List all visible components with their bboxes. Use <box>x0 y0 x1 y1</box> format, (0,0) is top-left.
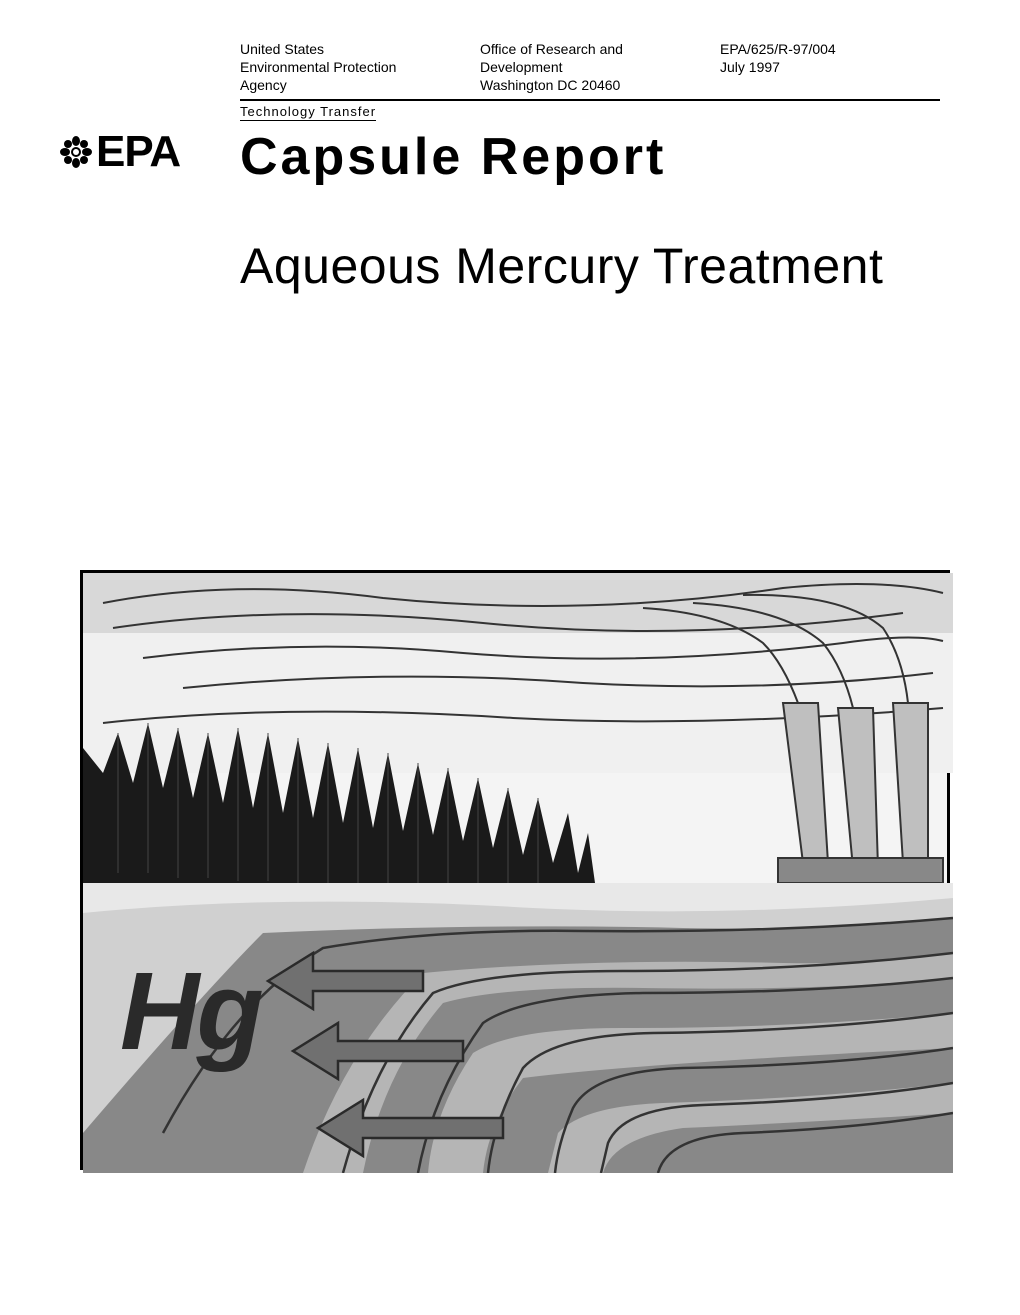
smokestacks-icon <box>778 703 943 883</box>
epa-logo-text: EPA <box>96 127 180 177</box>
header-block: United States Environmental Protection A… <box>240 40 950 95</box>
header-line: Development <box>480 58 670 76</box>
illustration-frame <box>80 570 950 1170</box>
report-subtitle: Aqueous Mercury Treatment <box>240 237 950 295</box>
header-col-office: Office of Research and Development Washi… <box>480 40 670 95</box>
header-line: July 1997 <box>720 58 880 76</box>
document-page: United States Environmental Protection A… <box>0 0 1020 1315</box>
report-title: Capsule Report <box>240 127 666 187</box>
header-line: Agency <box>240 76 430 94</box>
epa-flower-icon <box>60 136 92 168</box>
epa-logo: EPA <box>60 127 220 177</box>
header-line: Washington DC 20460 <box>480 76 670 94</box>
header-rule <box>240 99 940 101</box>
header-col-agency: United States Environmental Protection A… <box>240 40 430 95</box>
tech-transfer-label: Technology Transfer <box>240 104 376 121</box>
cover-illustration: Hg <box>80 570 950 1170</box>
illustration-svg <box>83 573 953 1173</box>
header-line: EPA/625/R-97/004 <box>720 40 880 58</box>
hg-symbol: Hg <box>120 948 261 1075</box>
header-line: United States <box>240 40 430 58</box>
title-row: EPA Capsule Report <box>60 127 950 187</box>
header-line: Office of Research and <box>480 40 670 58</box>
header-col-docnum: EPA/625/R-97/004 July 1997 <box>720 40 880 95</box>
header-line: Environmental Protection <box>240 58 430 76</box>
